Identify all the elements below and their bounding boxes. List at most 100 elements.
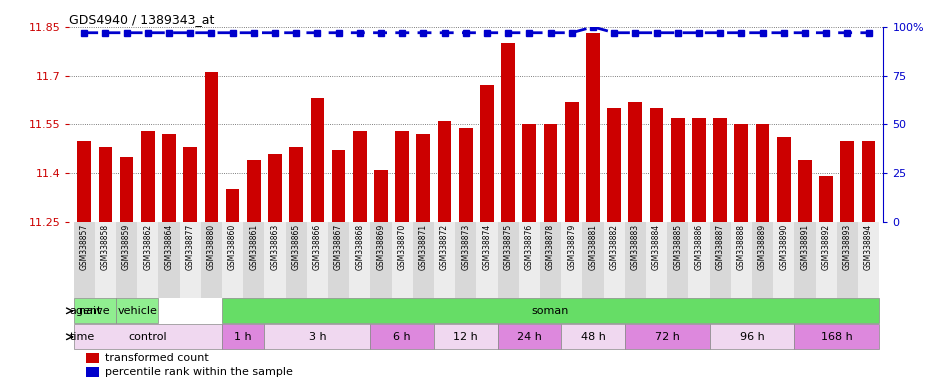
Bar [78, 141, 91, 222]
Bar [162, 134, 176, 222]
Bar [837, 222, 857, 298]
Bar [74, 222, 95, 298]
Bar [816, 222, 837, 298]
Bar [692, 118, 706, 222]
Text: agent: agent [69, 306, 102, 316]
Text: GSM338877: GSM338877 [186, 224, 194, 270]
Text: GSM338864: GSM338864 [165, 224, 174, 270]
Bar [540, 222, 561, 298]
Bar [561, 324, 624, 349]
Text: GSM338875: GSM338875 [504, 224, 512, 270]
Bar [222, 324, 265, 349]
Bar [523, 124, 536, 222]
Bar [311, 98, 325, 222]
Bar [608, 108, 621, 222]
Bar [731, 222, 752, 298]
Bar [798, 160, 812, 222]
Bar [350, 222, 370, 298]
Text: GSM338894: GSM338894 [864, 224, 873, 270]
Bar [841, 141, 854, 222]
Text: GSM338873: GSM338873 [462, 224, 470, 270]
Text: GSM338862: GSM338862 [143, 224, 153, 270]
Bar [773, 222, 795, 298]
Bar [332, 151, 345, 222]
Text: 72 h: 72 h [655, 332, 680, 342]
Bar [501, 43, 515, 222]
Bar [179, 222, 201, 298]
Text: 12 h: 12 h [453, 332, 478, 342]
Bar [353, 131, 366, 222]
Text: GSM338883: GSM338883 [631, 224, 640, 270]
Bar [395, 131, 409, 222]
Bar [328, 222, 349, 298]
Bar [116, 222, 137, 298]
Text: 1 h: 1 h [234, 332, 252, 342]
Text: GSM338868: GSM338868 [355, 224, 364, 270]
Text: naive: naive [80, 306, 110, 316]
Text: 3 h: 3 h [309, 332, 327, 342]
Bar [561, 222, 583, 298]
Bar [752, 222, 773, 298]
Bar [374, 170, 388, 222]
Bar [688, 222, 709, 298]
Text: GSM338890: GSM338890 [779, 224, 788, 270]
Bar [243, 222, 265, 298]
Bar [777, 137, 791, 222]
Text: GSM338879: GSM338879 [567, 224, 576, 270]
Text: 48 h: 48 h [581, 332, 605, 342]
Text: transformed count: transformed count [105, 353, 209, 363]
Bar [586, 33, 599, 222]
Bar [476, 222, 498, 298]
Bar [795, 222, 816, 298]
Bar [141, 131, 154, 222]
Text: GSM338861: GSM338861 [250, 224, 258, 270]
Bar [862, 141, 875, 222]
Bar [94, 222, 116, 298]
Bar [413, 222, 434, 298]
Bar [459, 127, 473, 222]
Bar [137, 222, 158, 298]
Bar [247, 160, 261, 222]
Bar [370, 222, 391, 298]
Bar [74, 298, 116, 323]
Text: GSM338880: GSM338880 [207, 224, 216, 270]
Text: time: time [69, 332, 94, 342]
Bar [434, 222, 455, 298]
Text: GSM338884: GSM338884 [652, 224, 661, 270]
Text: GSM338892: GSM338892 [821, 224, 831, 270]
Bar [86, 367, 99, 377]
Bar [119, 157, 133, 222]
Bar [667, 222, 688, 298]
Text: GSM338893: GSM338893 [843, 224, 852, 270]
Text: soman: soman [532, 306, 569, 316]
Text: GSM338887: GSM338887 [716, 224, 724, 270]
Bar [183, 147, 197, 222]
Bar [628, 102, 642, 222]
Bar [286, 222, 307, 298]
Text: GSM338876: GSM338876 [524, 224, 534, 270]
Text: 6 h: 6 h [393, 332, 411, 342]
Bar [158, 222, 179, 298]
Text: GSM338872: GSM338872 [440, 224, 449, 270]
Bar [519, 222, 540, 298]
Text: GSM338866: GSM338866 [313, 224, 322, 270]
Bar [671, 118, 684, 222]
Text: GSM338863: GSM338863 [270, 224, 279, 270]
Bar [624, 324, 709, 349]
Text: GSM338889: GSM338889 [758, 224, 767, 270]
Bar [734, 124, 748, 222]
Bar [649, 108, 663, 222]
Bar [307, 222, 328, 298]
Text: GSM338886: GSM338886 [695, 224, 703, 270]
Text: GSM338857: GSM338857 [80, 224, 89, 270]
Bar [99, 147, 112, 222]
Text: GSM338878: GSM338878 [546, 224, 555, 270]
Bar [290, 147, 303, 222]
Bar [370, 324, 434, 349]
Text: GSM338869: GSM338869 [376, 224, 386, 270]
Bar [646, 222, 667, 298]
Bar [795, 324, 879, 349]
Text: GSM338865: GSM338865 [291, 224, 301, 270]
Text: GSM338882: GSM338882 [610, 224, 619, 270]
Text: GSM338881: GSM338881 [588, 224, 598, 270]
